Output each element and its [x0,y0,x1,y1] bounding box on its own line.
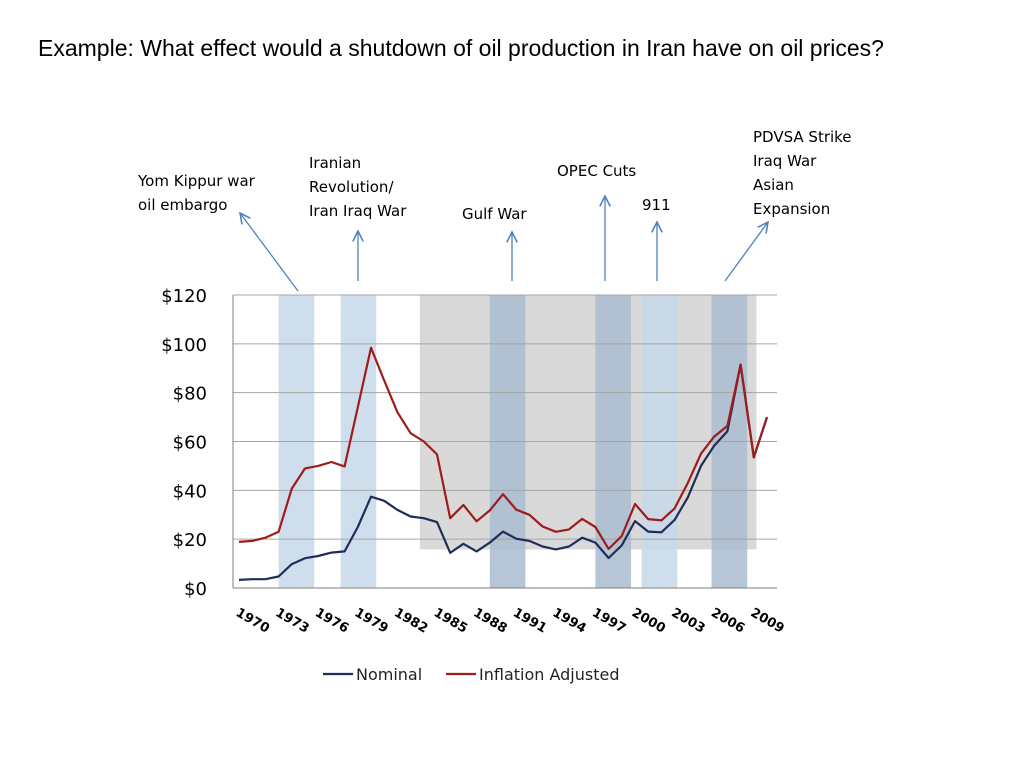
annotation-line: oil embargo [138,196,227,214]
gray-region [419,295,757,550]
annotation-line: Asian [753,176,794,194]
annotation-label: Iranian Revolution/Iran Iraq War [309,154,407,220]
x-tick-label: 1991 [510,605,549,636]
y-tick-label: $100 [161,335,207,356]
x-tick-label: 1988 [471,605,510,636]
x-tick-label: 1970 [233,605,272,636]
annotation-label: Gulf War [462,205,527,223]
y-tick-label: $40 [173,481,207,502]
x-tick-label: 1994 [550,605,589,636]
x-tick-label: 1979 [352,605,391,636]
y-tick-label: $60 [173,433,207,454]
series-line-nominal [238,363,769,581]
slide-title: Example: What effect would a shutdown of… [38,35,884,61]
annotation-label: OPEC Cuts [557,162,636,180]
y-tick-label: $120 [161,286,207,307]
annotation-line: Expansion [753,200,830,218]
x-tick-label: 1976 [312,605,351,636]
annotation-line: Iranian [309,154,361,172]
x-tick-label: 2006 [708,605,747,636]
y-tick-label: $20 [173,530,207,551]
annotation-line: Yom Kippur war [137,172,256,190]
annotation-line: Revolution/ [309,178,394,196]
y-tick-label: $80 [173,384,207,405]
x-tick-label: 2000 [629,605,668,636]
legend-label: Inflation Adjusted [479,665,620,684]
annotation-label: Yom Kippur war oil embargo [137,172,256,214]
annotation-label: PDVSA Strike Iraq War Asian Expansion [753,128,852,218]
annotation-line: 911 [642,196,671,214]
annotation-arrow [240,213,299,292]
y-tick-label: $0 [184,579,207,600]
x-tick-label: 1982 [391,605,430,636]
annotation-arrow [724,222,768,282]
x-tick-label: 2009 [748,605,787,636]
annotation-line: Iraq War [753,152,817,170]
annotation-line: PDVSA Strike [753,128,852,146]
annotation-line: Iran Iraq War [309,202,407,220]
x-tick-label: 1973 [273,605,312,636]
x-tick-label: 1985 [431,605,470,636]
series-line-inflation-adjusted [238,346,769,551]
legend-label: Nominal [356,665,422,684]
annotation-label: 911 [642,196,671,214]
x-tick-label: 1997 [589,605,628,636]
annotation-line: OPEC Cuts [557,162,636,180]
annotation-line: Gulf War [462,205,527,223]
x-tick-label: 2003 [669,605,708,636]
